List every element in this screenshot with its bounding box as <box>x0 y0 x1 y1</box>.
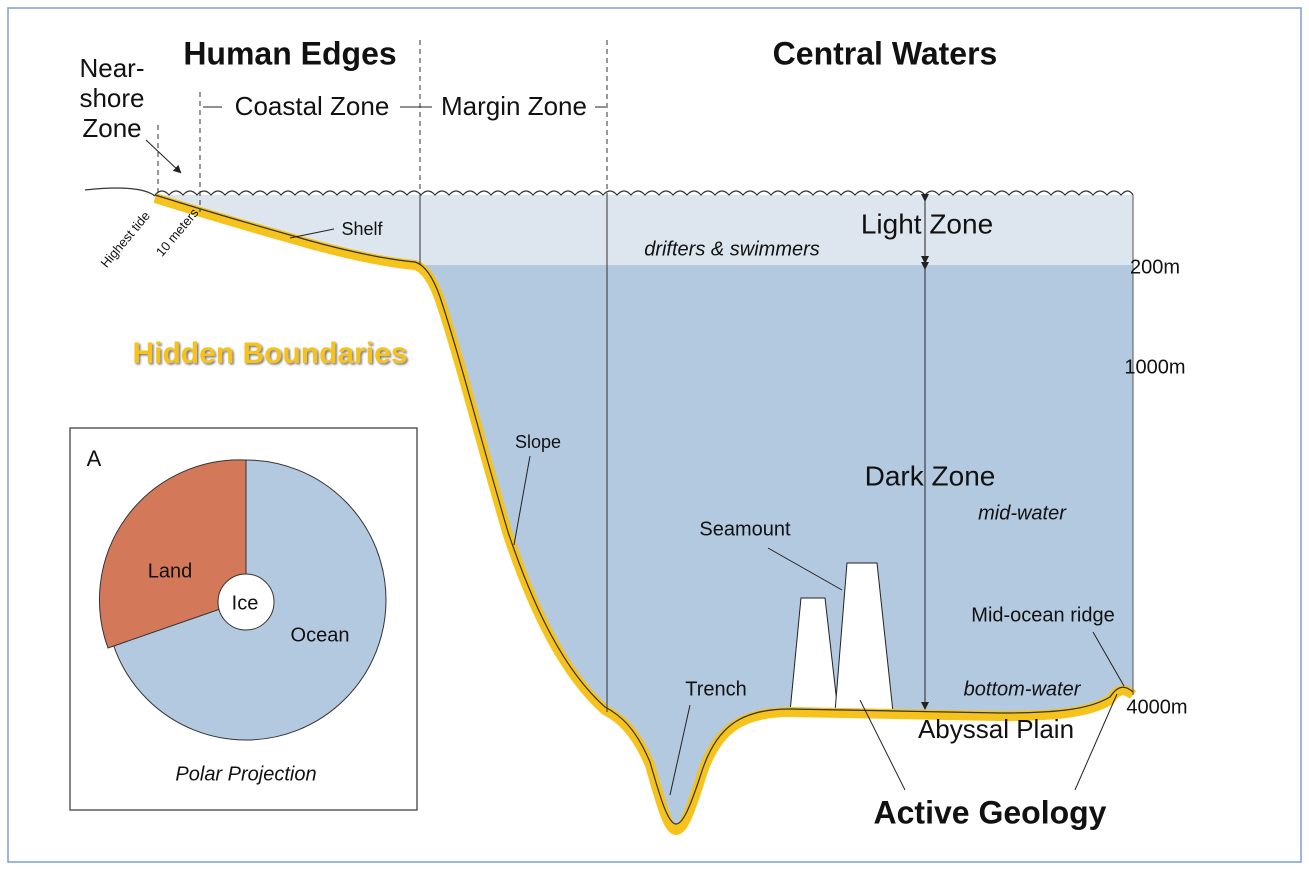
theme-label: Hidden Boundaries <box>132 337 407 370</box>
zone-label: Near- <box>79 53 144 83</box>
feature-label: Highest tide <box>97 208 153 270</box>
leader <box>513 455 531 546</box>
feature-label: Seamount <box>699 518 791 540</box>
zone-label: Margin Zone <box>441 91 587 121</box>
zone-label: shore <box>79 83 144 113</box>
leader <box>1092 631 1125 687</box>
land-area <box>98 459 247 649</box>
inset-label: Ocean <box>291 624 350 646</box>
feature-label: Slope <box>515 432 561 452</box>
surface <box>154 190 1134 196</box>
theme-label: Active Geology <box>874 794 1107 830</box>
zone-label: Zone <box>82 113 141 143</box>
leader <box>767 547 843 591</box>
feature-label: Shelf <box>341 219 383 239</box>
ice-area <box>217 573 275 631</box>
leader <box>859 699 906 791</box>
leader <box>289 228 335 239</box>
dark-zone-water <box>415 265 1133 830</box>
frame <box>7 7 1302 863</box>
inset-caption: Polar Projection <box>175 763 316 785</box>
zone-label: Light Zone <box>861 208 993 239</box>
water-label: mid-water <box>978 502 1067 524</box>
header: Central Waters <box>773 35 998 71</box>
land <box>84 187 156 197</box>
zone-label: Coastal Zone <box>235 91 390 121</box>
inset-letter: A <box>87 446 102 471</box>
leader <box>669 704 691 796</box>
feature-label: 10 meters <box>153 205 202 259</box>
header: Human Edges <box>183 35 396 71</box>
leader <box>1074 693 1118 791</box>
seafloor <box>153 193 1137 836</box>
feature-label: Trench <box>685 678 747 700</box>
seafloor-edge <box>154 194 1134 825</box>
zone-label: Dark Zone <box>865 460 996 491</box>
depth-label: 200m <box>1130 256 1180 278</box>
feature-label: Mid-ocean ridge <box>971 604 1114 626</box>
depth-label: 4000m <box>1126 696 1187 718</box>
light-zone-water <box>155 195 1133 265</box>
feature-label: Abyssal Plain <box>918 714 1074 744</box>
depth-label: 1000m <box>1124 356 1185 378</box>
water-label: bottom-water <box>964 678 1082 700</box>
inset-label: Land <box>148 560 193 582</box>
leader <box>145 139 182 174</box>
water-label: drifters & swimmers <box>644 238 820 260</box>
inset-label: Ice <box>232 592 259 614</box>
